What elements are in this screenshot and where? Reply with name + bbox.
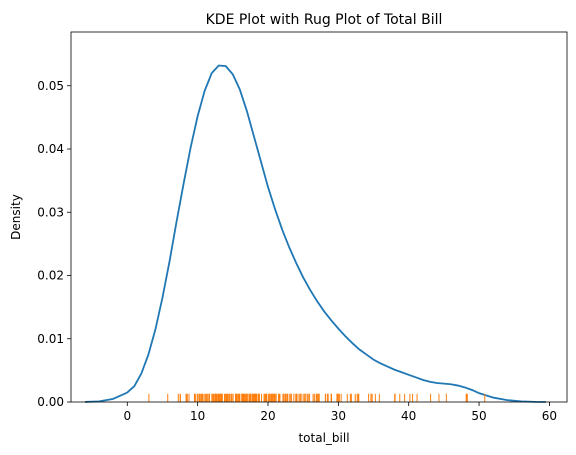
rug-marks <box>148 393 486 402</box>
x-tick-label: 60 <box>542 409 557 423</box>
x-tick-label: 40 <box>401 409 416 423</box>
x-tick-label: 50 <box>471 409 486 423</box>
y-axis-label: Density <box>9 194 23 240</box>
x-tick-label: 0 <box>123 409 131 423</box>
y-tick-label: 0.03 <box>37 205 64 219</box>
y-tick-label: 0.04 <box>37 142 64 156</box>
y-tick-label: 0.02 <box>37 269 64 283</box>
axes-frame <box>70 31 568 403</box>
x-axis-ticks: 0 10 20 30 40 50 60 <box>123 402 557 423</box>
x-tick-label: 30 <box>331 409 346 423</box>
y-tick-label: 0.05 <box>37 79 64 93</box>
x-axis-label: total_bill <box>298 431 349 445</box>
x-tick-label: 10 <box>190 409 205 423</box>
y-tick-label: 0.01 <box>37 332 64 346</box>
y-axis-ticks: 0.00 0.01 0.02 0.03 0.04 0.05 <box>37 79 71 409</box>
kde-line <box>85 64 546 403</box>
chart-title: KDE Plot with Rug Plot of Total Bill <box>206 12 443 28</box>
y-tick-label: 0.00 <box>37 395 64 409</box>
x-tick-label: 20 <box>260 409 275 423</box>
plot-area <box>85 64 546 403</box>
